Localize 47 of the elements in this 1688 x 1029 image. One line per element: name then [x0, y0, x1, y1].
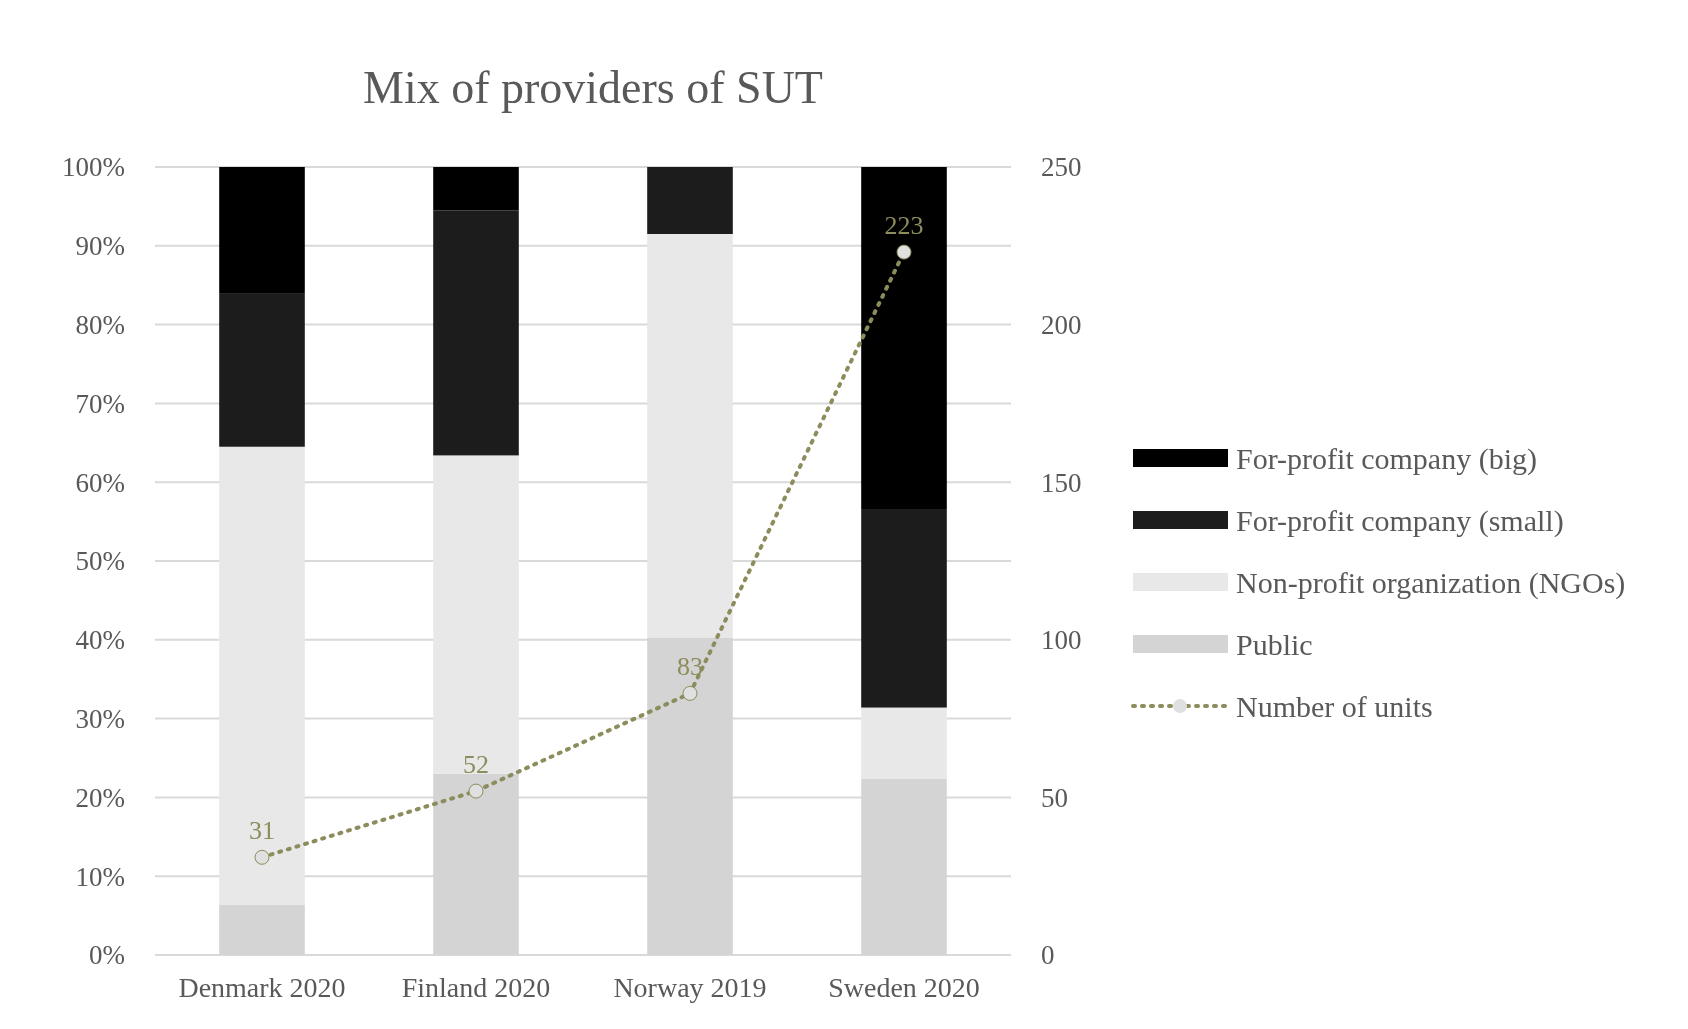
- bar: [861, 707, 947, 779]
- data-label: 223: [884, 211, 924, 241]
- point: [468, 783, 484, 799]
- bar: [219, 446, 305, 905]
- bar: [219, 904, 305, 955]
- bar: [861, 167, 947, 509]
- data-label: 83: [677, 652, 703, 682]
- bar: [433, 167, 519, 211]
- data-label: 52: [463, 750, 489, 780]
- y2-tick-label: 200: [1041, 310, 1082, 341]
- legend-label: For-profit company (small): [1236, 503, 1564, 538]
- point: [896, 244, 912, 260]
- legend-label: Number of units: [1236, 689, 1433, 723]
- chart-title: Mix of providers of SUT: [363, 62, 823, 113]
- y-tick-label: 90%: [75, 231, 125, 262]
- x-tick-label: Sweden 2020: [828, 972, 980, 1003]
- x-tick-label: Finland 2020: [401, 972, 551, 1003]
- legend-label: Public: [1236, 627, 1313, 661]
- y-tick-label: 30%: [75, 704, 125, 735]
- x-tick-label: Denmark 2020: [178, 972, 346, 1003]
- bar: [219, 167, 305, 294]
- y-tick-label: 70%: [75, 388, 125, 419]
- data-label: 31: [249, 816, 275, 846]
- y2-tick-label: 150: [1041, 467, 1082, 498]
- y-tick-label: 40%: [75, 625, 125, 656]
- y-tick-label: 50%: [75, 546, 125, 577]
- y2-tick-label: 100: [1041, 625, 1082, 656]
- bar: [433, 210, 519, 456]
- legend-label: Non-profit organization (NGOs): [1236, 565, 1626, 600]
- bar: [861, 508, 947, 708]
- y-tick-label: 100%: [62, 152, 125, 183]
- y-tick-label: 20%: [75, 782, 125, 813]
- x-tick-label: Norway 2019: [613, 972, 767, 1003]
- y-tick-label: 80%: [75, 310, 125, 341]
- y-tick-label: 0%: [89, 940, 125, 971]
- y2-tick-label: 250: [1041, 152, 1082, 183]
- y-tick-label: 60%: [75, 467, 125, 498]
- point: [254, 849, 270, 865]
- bar: [219, 293, 305, 447]
- y-tick-label: 10%: [75, 861, 125, 892]
- y2-tick-label: 50: [1041, 782, 1068, 813]
- bar: [647, 233, 733, 638]
- y2-tick-label: 0: [1041, 940, 1055, 971]
- bar: [433, 455, 519, 774]
- bar: [647, 167, 733, 234]
- legend-label: For-profit company (big): [1236, 441, 1537, 476]
- point: [682, 685, 698, 701]
